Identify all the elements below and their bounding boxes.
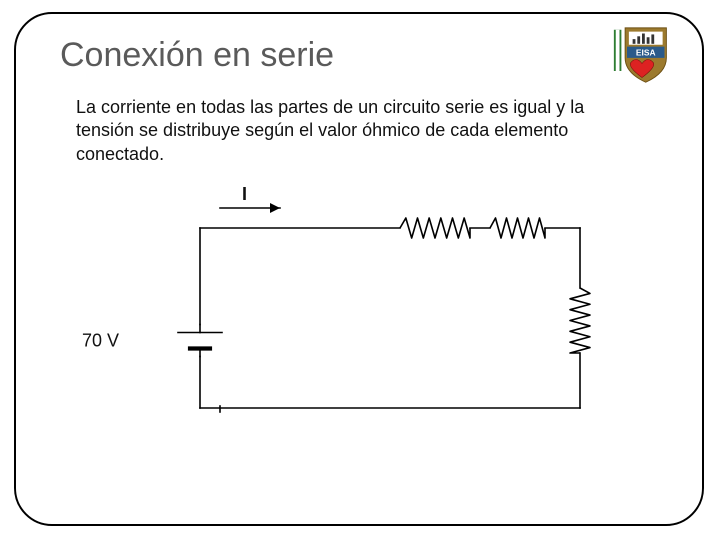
svg-text:I: I xyxy=(242,184,247,204)
eisa-logo: EISA xyxy=(612,26,672,86)
body-text: La corriente en todas las partes de un c… xyxy=(76,96,646,166)
page-title: Conexión en serie xyxy=(60,36,334,75)
svg-text:70 V: 70 V xyxy=(82,331,119,351)
circuit-diagram: I 70 V xyxy=(70,178,630,458)
logo-svg: EISA xyxy=(612,26,672,86)
logo-text: EISA xyxy=(636,48,656,58)
